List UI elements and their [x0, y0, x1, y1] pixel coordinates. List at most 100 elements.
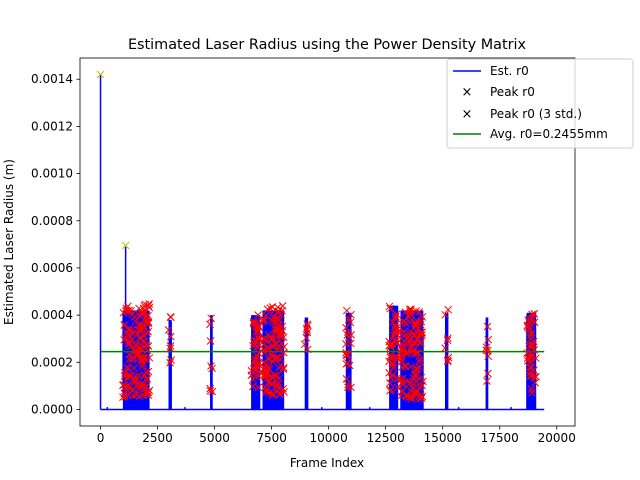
y-tick-label: 0.0004 — [31, 308, 73, 322]
peak-r0-3std-marker — [483, 346, 492, 355]
peak-r0-3std-marker — [344, 380, 352, 389]
peak-r0-3std-marker — [385, 302, 394, 311]
peak-r0-3std-marker — [166, 332, 175, 341]
peak-r0-marker — [121, 241, 130, 250]
peak-r0-3std-marker — [528, 341, 537, 350]
peak-r0-3std-marker — [143, 388, 151, 397]
peak-r0-3std-marker — [527, 328, 536, 337]
est-r0-dense-block — [485, 317, 489, 410]
peak-r0-3std-marker — [121, 320, 129, 329]
peak-r0-3std-marker — [303, 320, 312, 328]
peak-r0-3std-marker — [345, 361, 354, 370]
peak-r0-3std-marker — [135, 392, 144, 401]
peak-r0-3std-marker — [342, 375, 351, 383]
peak-r0-3std-marker — [274, 324, 282, 332]
peak-r0-3std-marker — [404, 377, 413, 385]
peak-r0-3std-marker — [128, 329, 136, 338]
peak-r0-3std-marker — [123, 373, 132, 382]
peak-r0-3std-marker — [130, 364, 138, 372]
legend-label-peak: Peak r0 — [490, 85, 535, 99]
axes-frame — [79, 57, 576, 427]
peak-r0-3std-marker — [483, 322, 492, 331]
x-tick-label: 15000 — [424, 431, 462, 445]
peak-r0-3std-marker — [262, 388, 271, 396]
peak-r0-3std-marker — [121, 369, 129, 377]
peak-r0-3std-marker — [274, 307, 283, 316]
peak-r0-3std-marker — [342, 323, 350, 332]
peak-r0-3std-marker — [418, 392, 427, 401]
peak-r0-3std-marker — [389, 363, 398, 372]
peak-r0-3std-marker — [405, 309, 414, 318]
peak-r0-3std-marker — [346, 318, 355, 327]
peak-r0-3std-marker — [526, 325, 535, 334]
peak-r0-3std-marker — [268, 391, 277, 400]
peak-r0-3std-marker — [342, 350, 351, 359]
peak-r0-3std-marker — [413, 365, 422, 374]
peak-r0-3std-marker — [279, 348, 288, 357]
peak-r0-3std-marker — [418, 381, 426, 390]
peak-r0-3std-marker — [266, 332, 275, 341]
peak-r0-3std-marker — [303, 326, 311, 335]
peak-r0-3std-marker — [167, 313, 175, 322]
peak-r0-3std-marker — [389, 360, 397, 369]
peak-r0-3std-marker — [342, 348, 350, 357]
peak-r0-3std-marker — [386, 379, 394, 387]
peak-r0-3std-marker — [275, 330, 284, 339]
peak-r0-3std-marker — [386, 340, 395, 349]
peak-r0-3std-marker — [405, 379, 414, 388]
peak-r0-3std-marker — [411, 371, 420, 380]
peak-r0-3std-marker — [139, 359, 147, 368]
peak-r0-3std-marker — [410, 338, 418, 346]
peak-r0-3std-marker — [343, 331, 352, 339]
peak-r0-3std-marker — [144, 342, 153, 350]
peak-r0-3std-marker — [412, 307, 421, 315]
peak-r0-3std-marker — [405, 339, 414, 348]
peak-r0-3std-marker — [137, 324, 146, 333]
peak-r0-3std-marker — [276, 389, 285, 398]
peak-r0-3std-marker — [411, 365, 420, 373]
peak-r0-3std-marker — [391, 320, 400, 329]
peak-r0-3std-marker — [418, 313, 427, 321]
peak-r0-3std-marker — [261, 383, 269, 392]
peak-r0-3std-marker — [122, 304, 131, 313]
peak-r0-3std-marker — [259, 316, 267, 324]
peak-r0-3std-marker — [303, 328, 312, 337]
y-tick-label: 0.0006 — [31, 261, 73, 275]
legend-box — [446, 58, 634, 149]
plot-area: 0 2500 5000 7500 10000 12500 15000 17500 20000 0.… — [31, 57, 576, 445]
peak-r0-3std-marker — [277, 354, 285, 363]
peak-r0-3std-marker — [385, 368, 394, 377]
peak-r0-3std-marker — [255, 372, 263, 380]
peak-r0-3std-marker — [264, 355, 273, 363]
est-r0-dense-base — [122, 397, 150, 410]
peak-r0-3std-marker — [393, 327, 402, 336]
peak-r0-3std-marker — [166, 342, 175, 350]
peak-r0-3std-marker — [418, 331, 426, 339]
peak-r0-3std-marker — [403, 333, 412, 342]
peak-r0-3std-marker — [125, 372, 134, 381]
peak-r0-3std-marker — [271, 355, 280, 363]
peak-r0-3std-marker — [263, 305, 272, 314]
y-tick-label: 0.0012 — [31, 119, 73, 133]
peak-r0-3std-marker — [483, 377, 491, 385]
peak-r0-3std-marker — [207, 314, 215, 323]
peak-r0-3std-marker — [261, 386, 270, 395]
peak-r0-3std-marker — [249, 365, 258, 373]
peak-r0-3std-marker — [417, 338, 425, 347]
peak-r0-3std-marker — [272, 382, 281, 391]
peak-r0-3std-marker — [208, 364, 216, 373]
peak-r0-3std-marker — [166, 344, 175, 353]
peak-r0-3std-marker — [252, 336, 261, 345]
peak-r0-3std-marker — [387, 373, 396, 382]
peak-r0-3std-marker — [267, 335, 276, 343]
peak-r0-3std-marker — [206, 337, 215, 345]
peak-r0-3std-marker — [407, 394, 416, 403]
chart-title: Estimated Laser Radius using the Power D… — [128, 37, 527, 53]
peak-r0-3std-marker — [268, 379, 276, 388]
x-tick-label: 17500 — [481, 431, 519, 445]
peak-r0-3std-marker — [120, 389, 129, 398]
peak-r0-3std-marker — [411, 390, 420, 398]
peak-r0-3std-marker — [137, 357, 146, 365]
peak-r0-3std-marker — [401, 362, 410, 371]
peak-r0-3std-marker — [416, 355, 425, 364]
